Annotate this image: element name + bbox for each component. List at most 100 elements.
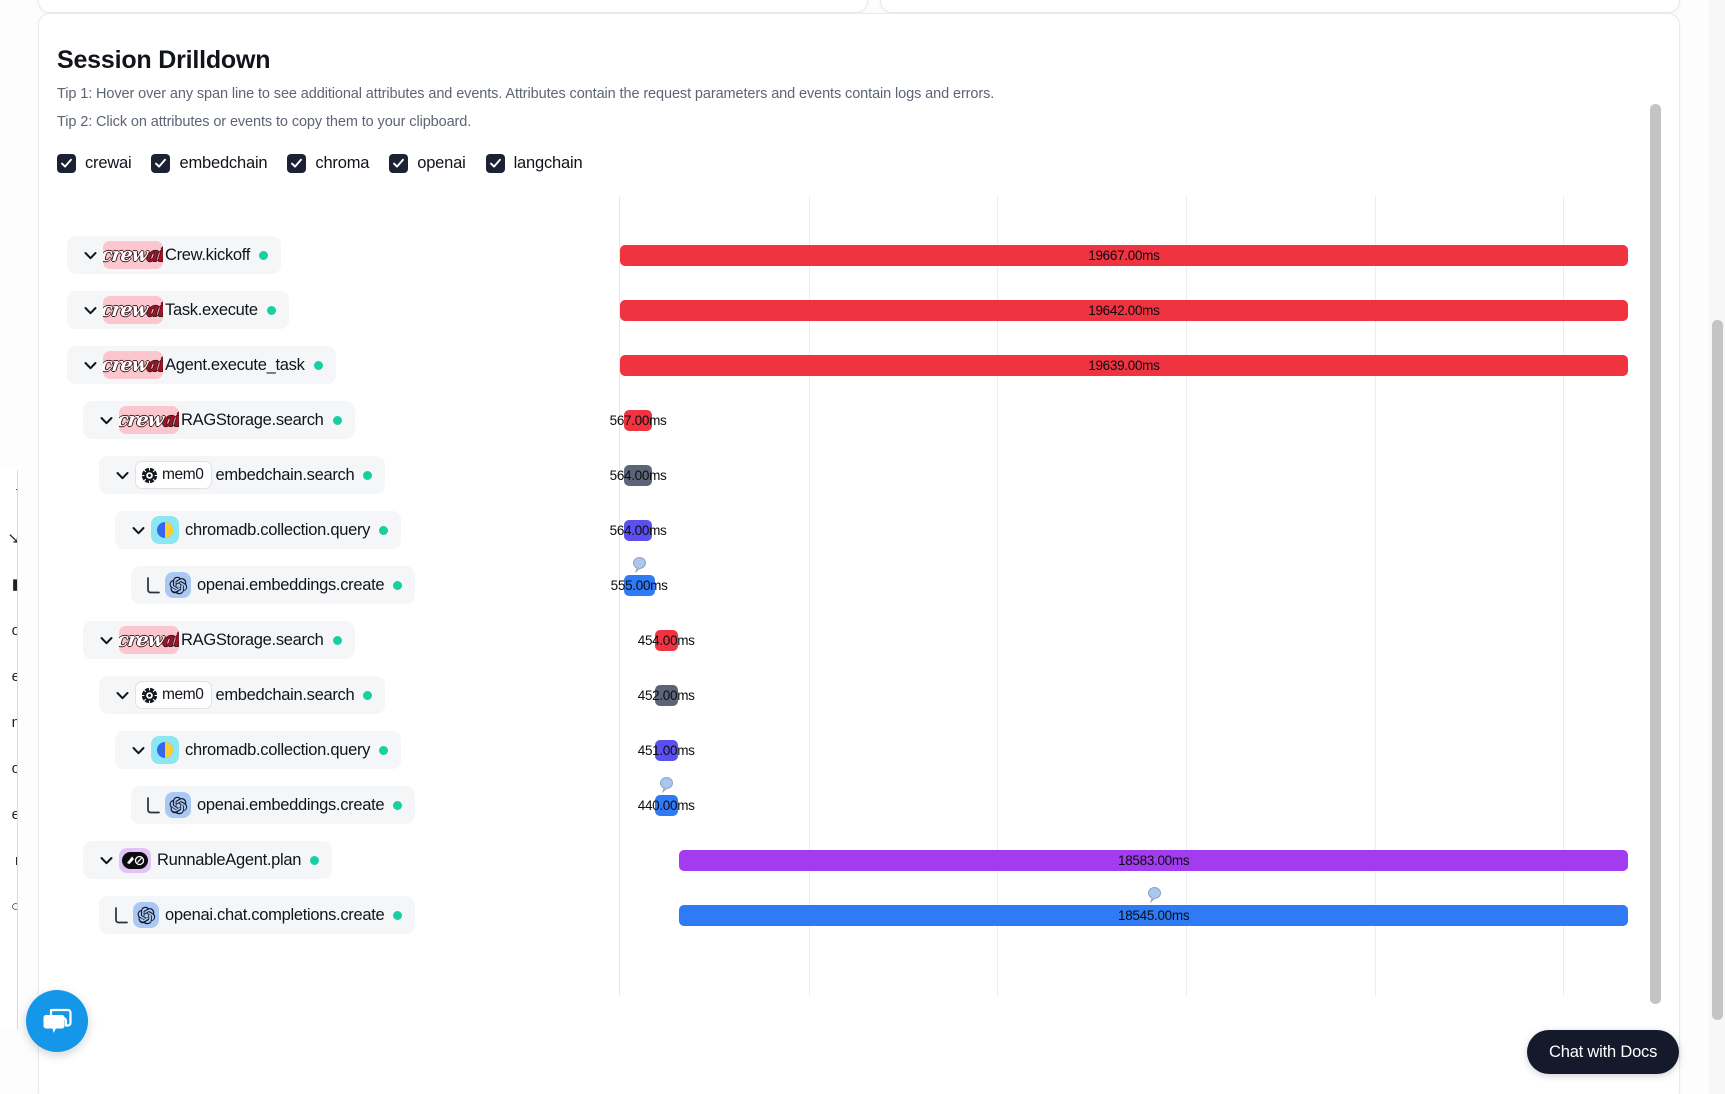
span-duration-bar[interactable] [623, 520, 653, 541]
span-bar-track: 18545.00ms [620, 886, 1679, 934]
openai-logo-icon [165, 572, 191, 598]
span-duration-bar[interactable] [678, 905, 1629, 926]
span-name: RunnableAgent.plan [157, 850, 302, 869]
session-drilldown-card: Session Drilldown Tip 1: Hover over any … [38, 13, 1680, 1094]
crewai-logo-icon: crewai [119, 406, 179, 434]
span-duration-bar[interactable] [654, 630, 678, 651]
library-filter-label: langchain [513, 154, 583, 172]
status-badge [363, 470, 373, 480]
span-timeline: 19667.00ms 19642.00ms 19639.00ms 567.00ms 56… [610, 196, 1679, 996]
status-badge [393, 800, 403, 810]
checkbox-openai[interactable] [389, 154, 409, 173]
status-badge [379, 745, 389, 755]
library-filter-chroma[interactable]: chroma [287, 154, 369, 173]
page-title: Session Drilldown [57, 46, 271, 74]
span-bar-track: 19667.00ms [620, 236, 1679, 274]
chat-with-docs-button[interactable]: Chat with Docs [1527, 1030, 1680, 1074]
timeline-gridline [1186, 196, 1188, 996]
span-duration-bar[interactable] [654, 740, 678, 761]
span-duration-bar[interactable] [623, 410, 653, 431]
span-duration-bar[interactable] [620, 245, 1628, 266]
library-filter-label: openai [417, 154, 466, 172]
timeline-gridline [809, 196, 811, 996]
chat-with-docs-label: Chat with Docs [1549, 1042, 1658, 1061]
span-row[interactable]: openai.chat.completions.create [99, 896, 416, 934]
chat-widget-button[interactable] [26, 990, 88, 1052]
crewai-logo-icon: crewai [103, 241, 163, 269]
span-duration-bar[interactable] [654, 795, 678, 816]
status-badge [332, 415, 342, 425]
span-drilldown: crewai Crew.kickoff crewai Task.execute crew… [39, 196, 1679, 996]
chevron-down-icon[interactable] [125, 517, 151, 543]
library-filter-embedchain[interactable]: embedchain [151, 154, 268, 173]
span-name: chromadb.collection.query [185, 520, 371, 539]
span-row[interactable]: crewai RAGStorage.search [83, 621, 355, 659]
span-event-marker-icon[interactable] [1146, 886, 1163, 904]
library-filter-openai[interactable]: openai [389, 154, 466, 173]
chevron-down-icon[interactable] [77, 242, 103, 268]
span-row[interactable]: mem0 embedchain.search [99, 456, 386, 494]
span-duration-bar[interactable] [654, 685, 678, 706]
span-row[interactable]: RunnableAgent.plan [83, 841, 333, 879]
span-duration-bar[interactable] [678, 850, 1629, 871]
span-name: embedchain.search [215, 465, 355, 484]
checkbox-embedchain[interactable] [151, 154, 171, 173]
span-event-marker-icon[interactable] [658, 776, 675, 794]
span-duration-bar[interactable] [620, 300, 1628, 321]
span-row[interactable]: chromadb.collection.query [115, 511, 402, 549]
span-name: Task.execute [165, 300, 258, 319]
span-row[interactable]: crewai Task.execute [67, 291, 289, 329]
span-name: RAGStorage.search [181, 630, 324, 649]
span-name: openai.embeddings.create [197, 575, 385, 594]
checkbox-chroma[interactable] [287, 154, 307, 173]
span-bar-track: 564.00ms [610, 456, 1679, 494]
library-filter-label: crewai [85, 154, 132, 172]
span-row[interactable]: openai.embeddings.create [131, 566, 416, 604]
span-event-marker-icon[interactable] [631, 556, 648, 574]
chevron-down-icon[interactable] [77, 352, 103, 378]
status-badge [310, 855, 320, 865]
span-duration-bar[interactable] [623, 465, 653, 486]
span-bar-track: 555.00ms [611, 556, 1679, 604]
checkbox-langchain[interactable] [485, 154, 505, 173]
library-filter-label: embedchain [179, 154, 268, 172]
page-scrollbar-thumb[interactable] [1712, 320, 1723, 1020]
span-duration-bar[interactable] [623, 575, 655, 596]
span-row[interactable]: crewai Crew.kickoff [67, 236, 282, 274]
mem0-logo-icon: mem0 [135, 461, 213, 489]
tip-click-hint: Tip 2: Click on attributes or events to … [57, 114, 472, 130]
tree-elbow-icon [109, 902, 133, 928]
span-name: embedchain.search [215, 685, 355, 704]
span-row[interactable]: crewai RAGStorage.search [83, 401, 355, 439]
timeline-gridline [997, 196, 998, 996]
span-name: chromadb.collection.query [185, 740, 371, 759]
library-filter-langchain[interactable]: langchain [485, 154, 583, 173]
chevron-down-icon[interactable] [77, 297, 103, 323]
library-filter-group: crewai embedchain chroma openai langchain [57, 154, 593, 173]
chevron-down-icon[interactable] [109, 462, 135, 488]
chevron-down-icon[interactable] [93, 627, 119, 653]
library-filter-label: chroma [315, 154, 370, 172]
chevron-down-icon[interactable] [109, 682, 135, 708]
tree-elbow-icon [141, 572, 165, 598]
status-badge [393, 910, 403, 920]
span-duration-bar[interactable] [620, 355, 1628, 376]
drilldown-scrollbar-thumb[interactable] [1650, 104, 1661, 1004]
span-row[interactable]: openai.embeddings.create [131, 786, 416, 824]
span-bar-track: 451.00ms [620, 731, 1679, 769]
chevron-down-icon[interactable] [93, 847, 119, 873]
span-bar-track: 454.00ms [620, 621, 1679, 659]
span-row[interactable]: mem0 embedchain.search [99, 676, 386, 714]
checkbox-crewai[interactable] [57, 154, 76, 173]
library-filter-crewai[interactable]: crewai [57, 154, 132, 173]
chevron-down-icon[interactable] [125, 737, 151, 763]
timeline-gridline [1375, 196, 1377, 996]
langchain-logo-icon [119, 847, 151, 873]
span-row[interactable]: crewai Agent.execute_task [67, 346, 336, 384]
status-badge [332, 635, 342, 645]
chevron-down-icon[interactable] [93, 407, 119, 433]
span-name: Agent.execute_task [165, 355, 305, 374]
crewai-logo-icon: crewai [103, 296, 163, 324]
crewai-logo-icon: crewai [119, 626, 179, 654]
span-row[interactable]: chromadb.collection.query [115, 731, 402, 769]
